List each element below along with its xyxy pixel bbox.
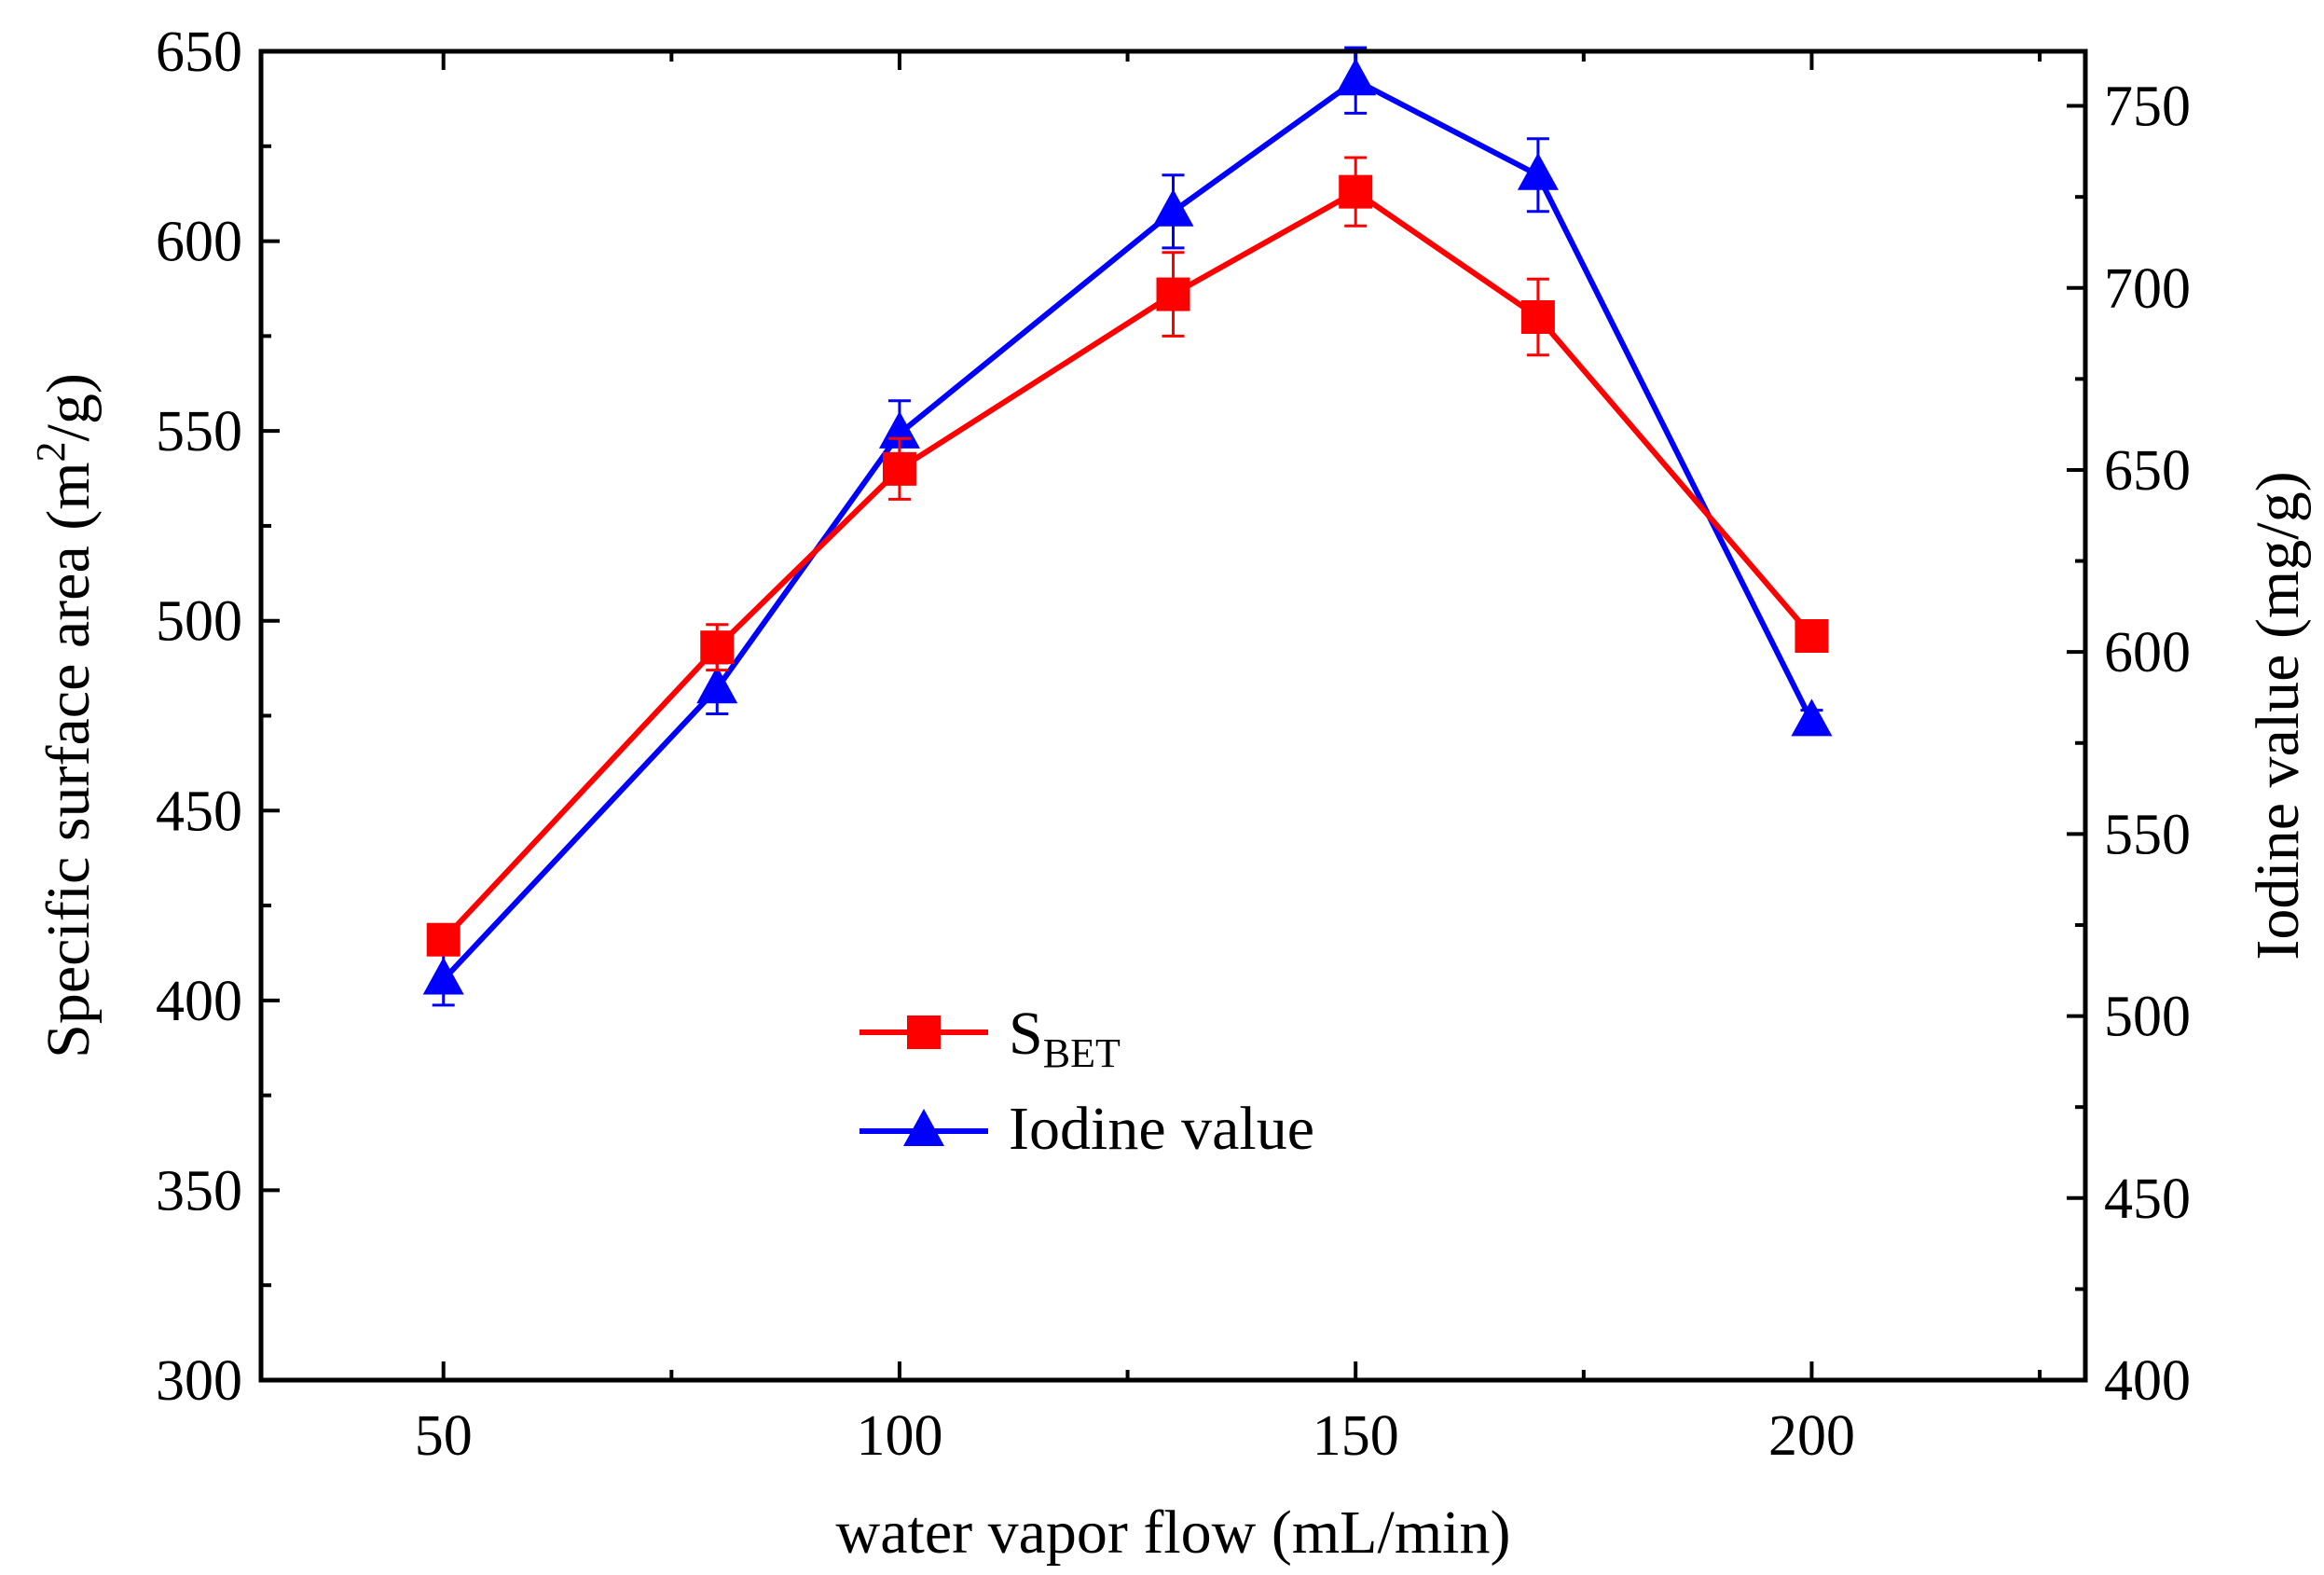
y-left-tick-label: 550: [156, 400, 242, 463]
y-right-tick-label: 700: [2104, 257, 2191, 321]
y-right-tick-label: 450: [2104, 1167, 2191, 1231]
x-tick-label: 150: [1313, 1404, 1399, 1468]
y-left-tick-label: 400: [156, 970, 242, 1033]
legend: SBET Iodine value: [859, 1000, 1314, 1163]
data-point-iodine: [1517, 152, 1559, 190]
data-point-iodine: [1791, 698, 1833, 737]
y-right-tick-label: 550: [2104, 803, 2191, 866]
series-line-iodine: [441, 77, 1815, 982]
data-point-sbet: [426, 922, 461, 957]
y-left-tick-label: 650: [156, 21, 242, 84]
x-tick-label: 200: [1768, 1404, 1855, 1468]
y-left-tick-label: 600: [156, 211, 242, 274]
legend-sbet-sub: BET: [1043, 1030, 1121, 1076]
x-tick-label: 50: [415, 1404, 473, 1468]
legend-item-sbet: SBET: [859, 1000, 1121, 1076]
y-left-tick-label: 450: [156, 780, 242, 843]
y-right-tick-label: 400: [2104, 1349, 2191, 1413]
series-layer: [422, 46, 1833, 1007]
y-left-title-suffix: /g): [34, 373, 103, 441]
legend-iodine-label: Iodine value: [1009, 1095, 1314, 1163]
legend-sbet-marker: [907, 1015, 941, 1049]
data-point-iodine: [422, 957, 464, 995]
y-left-tick-label: 300: [156, 1349, 242, 1413]
y-left-title-prefix: Specific surface area (m: [34, 462, 103, 1057]
y-left-tick-label: 350: [156, 1159, 242, 1223]
data-point-iodine: [696, 666, 738, 704]
plot-frame: [258, 48, 2088, 1383]
data-point-sbet: [1795, 619, 1829, 653]
data-point-sbet: [1520, 300, 1555, 334]
axes-layer: 50 100 150 200 300 350 400 450 500 550 600 650 400 45…: [156, 21, 2191, 1468]
data-point-sbet: [1156, 277, 1190, 311]
data-point-iodine: [1335, 58, 1377, 96]
legend-sbet-label: SBET: [1009, 1000, 1121, 1076]
y-right-tick-label: 600: [2104, 621, 2191, 684]
y-right-axis-title: Iodine value (mg/g): [2244, 471, 2312, 960]
y-right-tick-label: 750: [2104, 76, 2191, 139]
legend-item-iodine: Iodine value: [859, 1095, 1314, 1163]
y-left-title-sup: 2: [28, 441, 74, 462]
data-point-sbet: [1339, 174, 1373, 209]
y-right-tick-label: 500: [2104, 986, 2191, 1049]
y-right-tick-label: 650: [2104, 439, 2191, 503]
series-line-sbet: [441, 188, 1814, 942]
legend-sbet-main: S: [1009, 1000, 1043, 1068]
data-point-sbet: [882, 451, 916, 486]
y-left-axis-title: Specific surface area (m2/g): [28, 373, 103, 1058]
legend-iodine-marker: [903, 1109, 944, 1146]
data-point-iodine: [1152, 188, 1194, 227]
data-point-sbet: [700, 630, 735, 665]
y-left-tick-label: 500: [156, 590, 242, 654]
x-tick-label: 100: [856, 1404, 942, 1468]
x-axis-title: water vapor flow (mL/min): [836, 1499, 1511, 1567]
